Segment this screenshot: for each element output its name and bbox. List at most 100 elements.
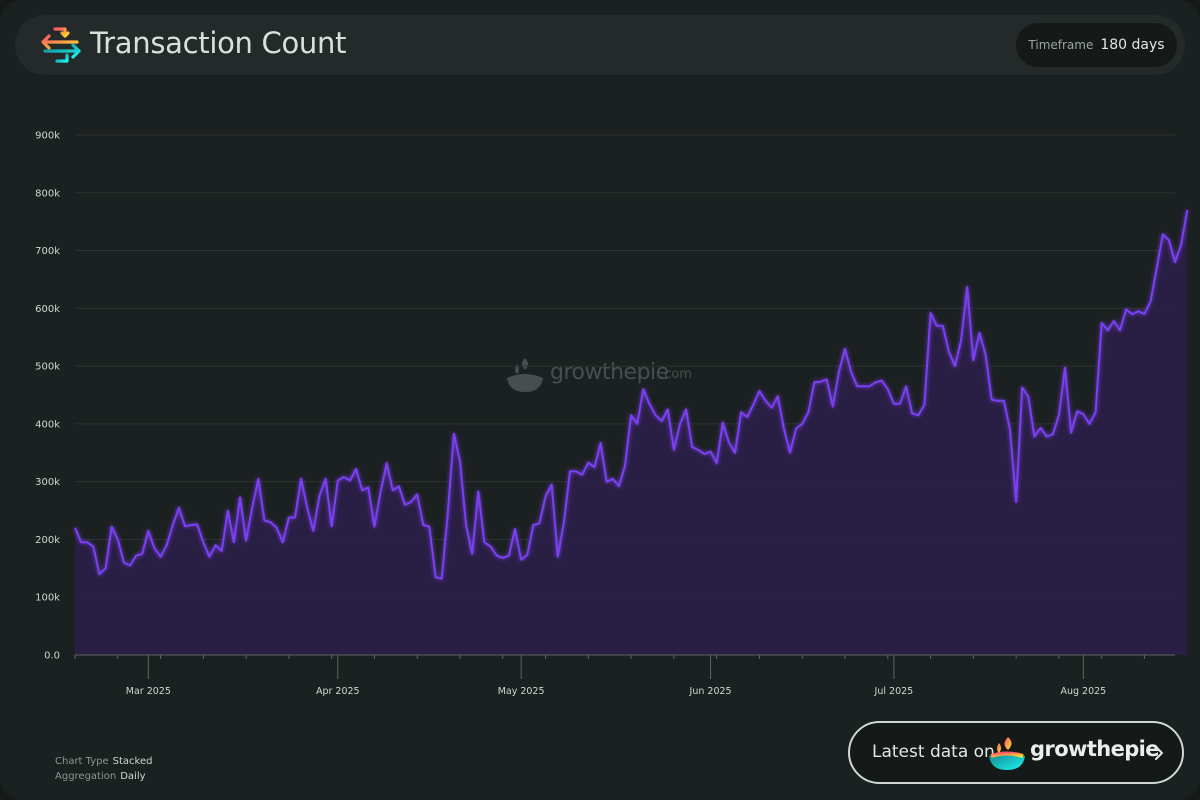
watermark-text: growthepie [550,360,669,385]
watermark-suffix: .com [660,367,692,382]
data-point [1089,423,1090,424]
y-tick-label: 400k [35,419,60,430]
data-point [74,527,75,528]
data-point [716,463,717,464]
data-point [392,490,393,491]
data-point [814,382,815,383]
data-point [808,412,809,413]
data-point [288,517,289,518]
data-point [1126,309,1127,310]
data-point [655,415,656,416]
x-tick-label: Apr 2025 [316,686,360,697]
data-point [722,422,723,423]
data-point [349,480,350,481]
data-point [514,528,515,529]
data-point [484,542,485,543]
data-point [197,524,198,525]
data-point [276,527,277,528]
data-point [557,556,558,557]
data-point [160,556,161,557]
data-point [612,478,613,479]
data-point [301,478,302,479]
x-tick-label: May 2025 [498,686,545,697]
data-point [985,354,986,355]
data-point [979,332,980,333]
timeframe-label: Timeframe [1028,38,1094,52]
y-tick-label: 600k [35,304,60,315]
latest-data-button[interactable]: Latest data on growthepie [848,721,1184,784]
growthepie-watermark: growthepie .com [503,354,703,396]
data-point [606,481,607,482]
data-point [1138,311,1139,312]
data-point [649,403,650,404]
data-point [686,409,687,410]
data-point [111,526,112,527]
data-point [796,428,797,429]
data-point [1058,415,1059,416]
data-point [930,312,931,313]
data-point [508,555,509,556]
data-point [545,496,546,497]
data-point [307,507,308,508]
data-point [624,465,625,466]
data-point [973,360,974,361]
series-area [75,210,1188,655]
data-point [918,415,919,416]
data-point [961,340,962,341]
data-point [679,423,680,424]
data-point [1101,322,1102,323]
data-point [142,553,143,554]
data-point [643,389,644,390]
timeframe-value: 180 days [1100,37,1165,53]
data-point [820,381,821,382]
data-point [661,420,662,421]
data-point [453,433,454,434]
data-point [1064,367,1065,368]
data-point [906,386,907,387]
y-tick-label: 900k [35,131,60,142]
data-point [1022,387,1023,388]
data-point [637,423,638,424]
data-point [594,467,595,468]
data-point [576,471,577,472]
data-point [215,545,216,546]
data-point [728,442,729,443]
data-point [851,371,852,372]
data-point [368,487,369,488]
data-point [771,407,772,408]
data-point [1181,244,1182,245]
data-point [588,462,589,463]
data-point [1003,400,1004,401]
data-point [521,559,522,560]
data-point [252,507,253,508]
data-point [924,404,925,405]
data-point [539,523,540,524]
data-point [1174,262,1175,263]
y-tick-label: 700k [35,246,60,257]
data-point [496,555,497,556]
data-point [1034,436,1035,437]
data-point [136,555,137,556]
data-point [466,524,467,525]
y-tick-label: 500k [35,362,60,373]
data-point [233,542,234,543]
data-point [936,325,937,326]
data-point [777,396,778,397]
arrows-exchange-icon [39,25,83,65]
data-point [710,451,711,452]
data-point [203,542,204,543]
data-point [435,576,436,577]
data-point [191,524,192,525]
data-point [1052,434,1053,435]
x-tick-label: Jul 2025 [874,686,914,697]
data-point [1071,432,1072,433]
data-point [1028,396,1029,397]
data-point [863,386,864,387]
data-point [1150,301,1151,302]
data-point [631,415,632,416]
data-point [667,409,668,410]
data-point [429,526,430,527]
timeframe-selector[interactable]: Timeframe 180 days [1016,23,1177,67]
chart-type-info: Chart Type Stacked [55,756,152,767]
